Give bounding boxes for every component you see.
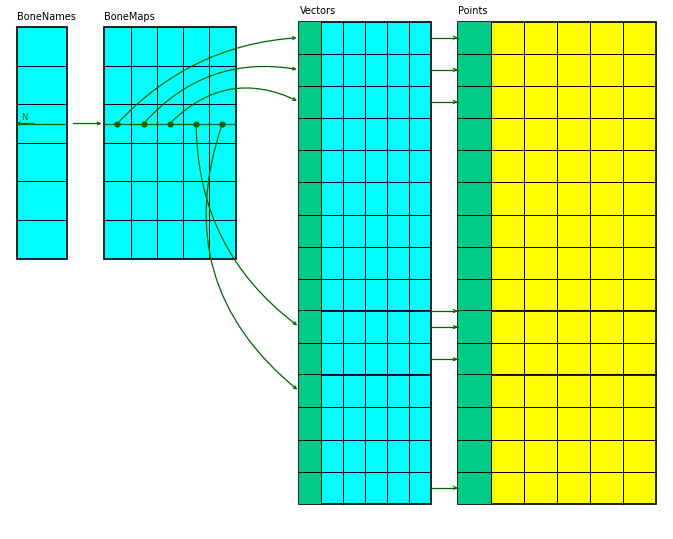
Text: Points: Points	[458, 6, 487, 16]
Bar	[299, 311, 322, 375]
Bar	[299, 22, 431, 311]
Text: N: N	[21, 113, 27, 122]
Text: BoneMaps: BoneMaps	[104, 11, 155, 22]
Bar	[17, 27, 67, 259]
Bar	[458, 22, 656, 311]
Bar	[299, 311, 431, 375]
Bar	[458, 311, 656, 375]
Text: BoneNames: BoneNames	[17, 11, 75, 22]
Bar	[104, 27, 236, 259]
Bar	[458, 311, 491, 375]
Bar	[299, 22, 322, 311]
Bar	[458, 375, 491, 504]
Bar	[458, 22, 491, 311]
Text: Vectors: Vectors	[299, 6, 336, 16]
Bar	[299, 375, 431, 504]
Bar	[458, 375, 656, 504]
Bar	[299, 375, 322, 504]
